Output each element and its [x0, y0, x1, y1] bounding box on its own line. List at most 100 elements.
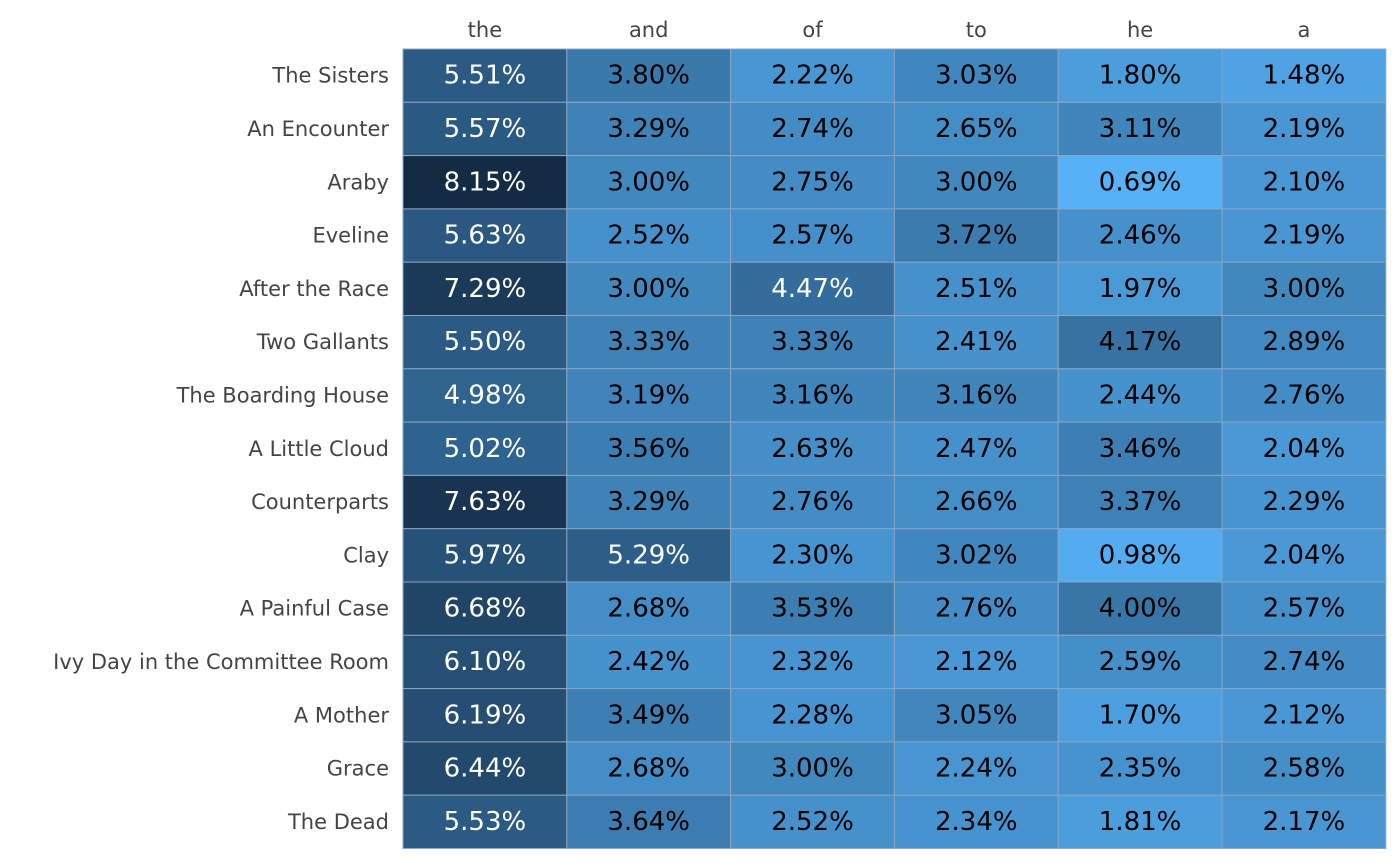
cell-value-label: 2.52%: [607, 221, 690, 251]
cell-value-label: 3.00%: [607, 274, 690, 304]
heatmap-cell: [566, 368, 732, 423]
row-label: Eveline: [312, 224, 389, 248]
heatmap-cell: [893, 101, 1059, 157]
heatmap-cell: [1221, 208, 1387, 263]
cell-value-label: 4.17%: [1099, 327, 1182, 357]
row-label: The Dead: [287, 810, 389, 834]
cell-value-label: 0.98%: [1099, 540, 1182, 570]
heatmap-cell: [730, 261, 895, 317]
heatmap-cell: [730, 368, 895, 423]
cell-value-label: 5.50%: [444, 327, 527, 357]
cell-value-label: 3.00%: [935, 167, 1018, 197]
cell-value-label: 1.70%: [1099, 700, 1182, 730]
heatmap-cell: [730, 688, 895, 743]
heatmap-cell: [566, 528, 732, 583]
heatmap-cell: [893, 794, 1059, 850]
heatmap-cell: [1221, 368, 1387, 423]
heatmap-cell: [402, 688, 568, 743]
heatmap-cell: [730, 421, 895, 476]
cell-value-label: 6.68%: [444, 594, 527, 624]
heatmap-cell: [402, 474, 568, 530]
heatmap-cell: [1221, 421, 1387, 476]
cell-value-label: 3.33%: [607, 327, 690, 357]
cell-value-label: 2.51%: [935, 274, 1018, 304]
heatmap-cell: [1057, 741, 1223, 796]
heatmap-cell: [566, 688, 732, 743]
cell-value-label: 2.29%: [1263, 487, 1346, 517]
cell-value-label: 2.68%: [607, 594, 690, 624]
heatmap-cell: [566, 48, 732, 103]
cell-value-label: 3.02%: [935, 540, 1018, 570]
cell-value-label: 2.44%: [1099, 380, 1182, 410]
cell-value-label: 3.53%: [771, 594, 854, 624]
cell-value-label: 2.04%: [1263, 434, 1346, 464]
cell-value-label: 2.76%: [935, 594, 1018, 624]
heatmap-cell: [730, 208, 895, 263]
cell-value-label: 2.30%: [771, 540, 854, 570]
heatmap-cell: [893, 261, 1059, 317]
cell-value-label: 3.03%: [935, 61, 1018, 91]
cell-value-label: 2.17%: [1263, 807, 1346, 837]
heatmap-cell: [566, 155, 732, 210]
heatmap-cell: [893, 741, 1059, 796]
column-label: a: [1297, 18, 1310, 42]
cell-value-label: 2.65%: [935, 114, 1018, 144]
heatmap-cell: [1057, 261, 1223, 317]
cell-value-label: 2.35%: [1099, 754, 1182, 784]
cell-value-label: 3.19%: [607, 380, 690, 410]
heatmap-cell: [566, 794, 732, 850]
row-label: Grace: [327, 757, 389, 781]
column-label: to: [966, 18, 987, 42]
row-label: The Sisters: [271, 64, 389, 88]
cell-value-label: 2.10%: [1263, 167, 1346, 197]
cell-value-label: 3.00%: [771, 754, 854, 784]
cell-value-label: 2.52%: [771, 807, 854, 837]
cell-value-label: 2.76%: [771, 487, 854, 517]
heatmap-cell: [402, 528, 568, 583]
heatmap-cell: [1221, 741, 1387, 796]
heatmap-cell: [402, 261, 568, 317]
cell-value-label: 5.97%: [444, 540, 527, 570]
cell-value-label: 6.44%: [444, 754, 527, 784]
column-labels: the and of to he a: [468, 18, 1311, 42]
heatmap-cell: [730, 48, 895, 103]
cell-value-label: 3.33%: [771, 327, 854, 357]
cell-value-label: 1.97%: [1099, 274, 1182, 304]
heatmap-cell: [893, 155, 1059, 210]
column-label: of: [802, 18, 823, 42]
cell-value-label: 7.63%: [444, 487, 527, 517]
cell-value-label: 2.63%: [771, 434, 854, 464]
heatmap-cell: [730, 794, 895, 850]
cell-value-label: 3.29%: [607, 114, 690, 144]
heatmap-cell: [402, 741, 568, 796]
row-label: The Boarding House: [176, 383, 389, 407]
row-label: Counterparts: [251, 490, 389, 514]
cell-value-label: 3.80%: [607, 61, 690, 91]
heatmap-cell: [730, 741, 895, 796]
column-label: he: [1127, 18, 1153, 42]
heatmap-cell: [1057, 528, 1223, 583]
cell-value-label: 1.48%: [1263, 61, 1346, 91]
heatmap-cell: [566, 634, 732, 690]
cell-value-label: 2.24%: [935, 754, 1018, 784]
heatmap-cell: [1057, 421, 1223, 476]
heatmap-cell: [1057, 688, 1223, 743]
heatmap-cell: [1057, 474, 1223, 530]
row-label: Araby: [327, 170, 389, 194]
cell-value-label: 4.00%: [1099, 594, 1182, 624]
cell-value-label: 4.98%: [444, 380, 527, 410]
cell-value-label: 3.56%: [607, 434, 690, 464]
cell-value-label: 5.57%: [444, 114, 527, 144]
heatmap-cell: [1221, 688, 1387, 743]
heatmap-cell: [893, 48, 1059, 103]
cell-value-label: 3.11%: [1099, 114, 1182, 144]
cell-value-label: 2.32%: [771, 647, 854, 677]
cell-value-label: 5.51%: [444, 61, 527, 91]
heatmap-cell: [1221, 634, 1387, 690]
cell-value-label: 3.16%: [771, 380, 854, 410]
cell-value-label: 2.57%: [1263, 594, 1346, 624]
cell-value-label: 2.76%: [1263, 380, 1346, 410]
row-labels: The Sisters An Encounter Araby Eveline After…: [53, 64, 389, 834]
column-label: the: [468, 18, 502, 42]
